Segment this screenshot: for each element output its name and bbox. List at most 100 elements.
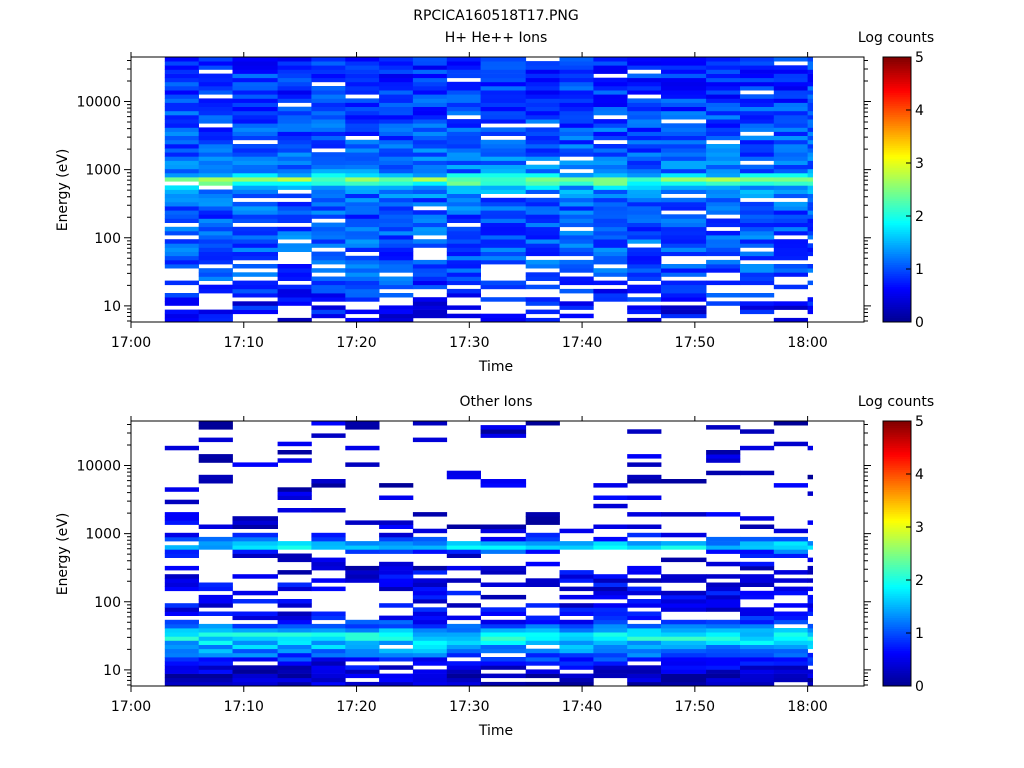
heatmap-cell: [345, 57, 380, 62]
colorbar-segment: [883, 648, 911, 652]
heatmap-cell: [311, 185, 346, 190]
heatmap-cell: [627, 681, 662, 687]
heatmap-cell: [593, 102, 628, 107]
heatmap-cell: [446, 255, 481, 261]
heatmap-cell: [198, 541, 233, 546]
heatmap-cell: [559, 230, 594, 236]
heatmap-cell: [311, 541, 346, 546]
heatmap-cell: [232, 172, 278, 178]
heatmap-cell: [277, 586, 312, 592]
y-tick-label: 1000: [85, 527, 121, 543]
heatmap-cell: [232, 665, 278, 670]
heatmap-cell: [559, 148, 594, 153]
heatmap-cell: [345, 293, 380, 298]
colorbar-segment: [883, 174, 911, 177]
heatmap-cell: [277, 491, 312, 496]
heatmap-cell: [345, 239, 380, 244]
heatmap-cell: [480, 106, 527, 112]
heatmap-cell: [198, 160, 233, 165]
colorbar-segment: [883, 602, 911, 605]
heatmap-cell: [740, 611, 775, 616]
heatmap-cell: [661, 243, 707, 248]
heatmap-cell: [480, 98, 527, 103]
heatmap-cell: [311, 206, 346, 211]
colorbar-segment: [883, 284, 911, 288]
heatmap-cell: [345, 247, 380, 252]
colorbar-segment: [883, 621, 911, 625]
heatmap-cell: [559, 280, 594, 286]
heatmap-cell: [706, 98, 741, 103]
colorbar-segment: [883, 674, 911, 678]
heatmap-cell: [773, 148, 808, 153]
heatmap-cell: [627, 102, 662, 107]
heatmap-cell: [740, 235, 775, 240]
heatmap-cell: [198, 284, 233, 290]
heatmap-cell: [198, 77, 233, 83]
colorbar-segment: [883, 310, 911, 314]
heatmap-cell: [232, 69, 278, 74]
heatmap-cell: [706, 594, 741, 600]
heatmap-cell: [164, 226, 199, 232]
heatmap-cell: [773, 578, 808, 583]
heatmap-cell: [379, 313, 414, 319]
heatmap-cell: [412, 168, 448, 174]
heatmap-cell: [232, 164, 278, 170]
heatmap-cell: [345, 164, 380, 170]
heatmap-cell: [379, 657, 414, 662]
heatmap-cell: [379, 181, 414, 186]
heatmap-cell: [446, 648, 481, 654]
heatmap-cell: [627, 541, 662, 546]
heatmap-cell: [446, 94, 481, 99]
heatmap-cell: [807, 168, 813, 174]
heatmap-cell: [311, 214, 346, 219]
heatmap-cell: [627, 276, 662, 281]
heatmap-cell: [593, 669, 628, 674]
heatmap-cell: [232, 272, 278, 277]
heatmap-cell: [627, 297, 662, 302]
heatmap-cell: [379, 65, 414, 70]
heatmap-cell: [807, 206, 813, 211]
heatmap-cell: [593, 98, 628, 103]
heatmap-cell: [740, 661, 775, 666]
heatmap-cell: [446, 189, 481, 194]
heatmap-cell: [807, 309, 813, 315]
heatmap-cell: [480, 297, 527, 302]
heatmap-cell: [593, 611, 628, 616]
colorbar-segment: [883, 160, 911, 164]
heatmap-cell: [345, 214, 380, 219]
heatmap-cell: [593, 164, 628, 170]
heatmap-cell: [480, 259, 527, 265]
heatmap-cell: [593, 160, 628, 165]
heatmap-cell: [480, 201, 527, 207]
heatmap-cell: [412, 549, 448, 554]
heatmap-cell: [164, 135, 199, 141]
heatmap-cell: [525, 131, 560, 136]
heatmap-cell: [311, 222, 346, 228]
heatmap-cell: [773, 69, 808, 74]
heatmap-cell: [807, 156, 813, 161]
heatmap-cell: [480, 131, 527, 136]
heatmap-cell: [232, 61, 278, 66]
heatmap-cell: [627, 532, 662, 538]
heatmap-cell: [311, 201, 346, 207]
heatmap-cell: [446, 193, 481, 199]
heatmap-cell: [379, 619, 414, 625]
colorbar-segment: [883, 429, 911, 433]
heatmap-cell: [627, 305, 662, 310]
heatmap-cell: [559, 222, 594, 228]
heatmap-cell: [740, 669, 775, 674]
heatmap-cell: [807, 251, 813, 257]
heatmap-cell: [232, 86, 278, 91]
colorbar-segment: [883, 646, 911, 649]
heatmap-cell: [661, 185, 707, 190]
colorbar-segment: [883, 213, 911, 217]
heatmap-cell: [593, 293, 628, 298]
heatmap-cell: [661, 152, 707, 157]
heatmap-cell: [740, 230, 775, 236]
heatmap-cell: [198, 181, 233, 186]
heatmap-cell: [412, 98, 448, 103]
colorbar-segment: [883, 138, 911, 142]
colorbar-segment: [883, 123, 911, 126]
heatmap-cell: [379, 185, 414, 190]
heatmap-cell: [232, 185, 278, 190]
